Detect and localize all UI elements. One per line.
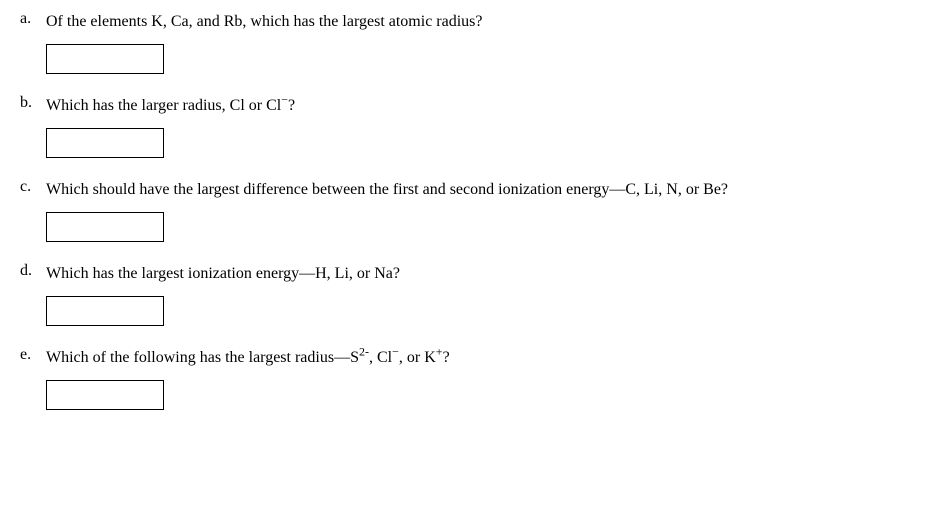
question-list: a. Of the elements K, Ca, and Rb, which … [20,10,914,410]
answer-input-e[interactable] [46,380,164,410]
question-a: a. Of the elements K, Ca, and Rb, which … [20,10,914,34]
question-b: b. Which has the larger radius, Cl or Cl… [20,94,914,118]
question-label: b. [20,94,46,112]
question-label: a. [20,10,46,28]
question-prompt: Which should have the largest difference… [46,178,914,202]
question-prompt: Which has the largest ionization energy—… [46,262,914,286]
question-prompt: Which has the larger radius, Cl or Cl−? [46,94,914,118]
question-d: d. Which has the largest ionization ener… [20,262,914,286]
answer-input-c[interactable] [46,212,164,242]
question-label: e. [20,346,46,364]
question-label: c. [20,178,46,196]
answer-input-d[interactable] [46,296,164,326]
answer-input-b[interactable] [46,128,164,158]
question-e: e. Which of the following has the larges… [20,346,914,370]
question-label: d. [20,262,46,280]
question-prompt: Which of the following has the largest r… [46,346,914,370]
question-c: c. Which should have the largest differe… [20,178,914,202]
question-prompt: Of the elements K, Ca, and Rb, which has… [46,10,914,34]
answer-input-a[interactable] [46,44,164,74]
